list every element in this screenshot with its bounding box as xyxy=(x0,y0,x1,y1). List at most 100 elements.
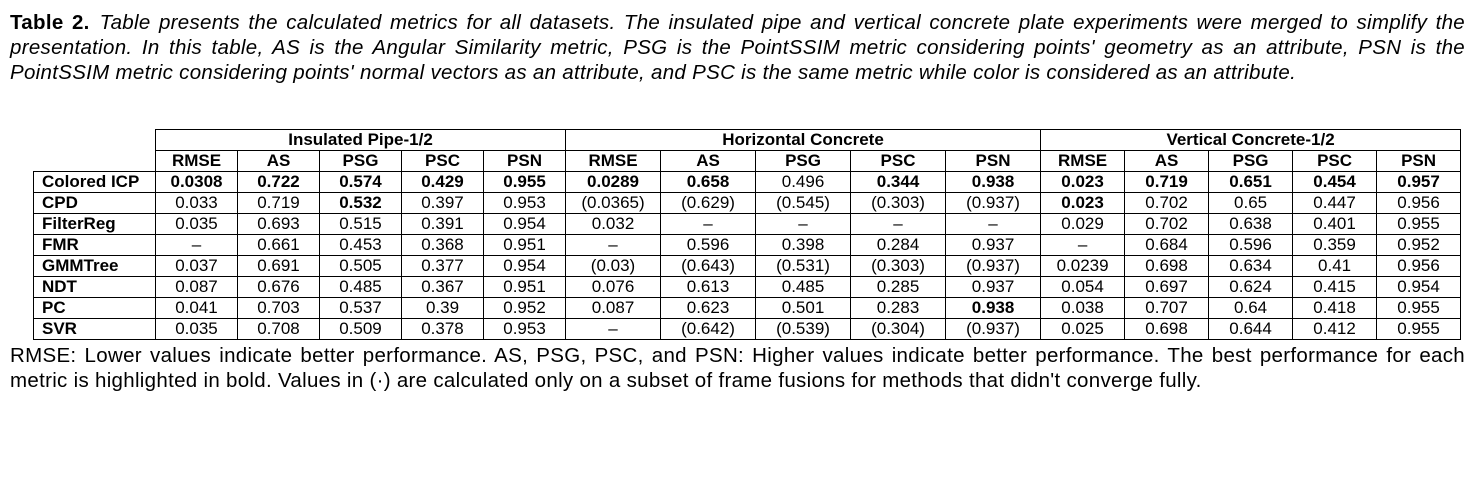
metric-value-cell: – xyxy=(850,213,947,235)
table-row: NDT 0.087 0.676 0.485 0.367 0.951 0.076 0.613 0.… xyxy=(33,276,1462,298)
dataset-group-header: Horizontal Concrete xyxy=(565,129,1042,151)
metric-value-cell: (0.545) xyxy=(755,192,852,214)
metric-value-cell: 0.955 xyxy=(1376,213,1462,235)
metric-header: PSG xyxy=(1208,150,1294,172)
metric-header: PSG xyxy=(319,150,402,172)
metric-value-cell: 0.037 xyxy=(155,255,238,277)
group-header-row: Insulated Pipe-1/2 Horizontal Concrete Ver… xyxy=(34,129,1462,151)
metric-value-cell: 0.698 xyxy=(1124,255,1210,277)
metric-value-cell: 0.0239 xyxy=(1040,255,1126,277)
metric-value-cell: 0.698 xyxy=(1124,318,1210,340)
metric-header: PSC xyxy=(401,150,484,172)
metric-value-cell: 0.368 xyxy=(401,234,484,256)
metric-value-cell: 0.952 xyxy=(1376,234,1462,256)
metric-value-cell: (0.531) xyxy=(755,255,852,277)
metric-value-cell: 0.0289 xyxy=(565,171,662,193)
metric-value-cell: – xyxy=(755,213,852,235)
metric-value-cell: – xyxy=(565,318,662,340)
metric-value-cell: (0.303) xyxy=(850,192,947,214)
metric-header: AS xyxy=(1124,150,1210,172)
metric-value-cell: 0.023 xyxy=(1040,192,1126,214)
metric-value-cell: 0.938 xyxy=(945,171,1042,193)
metric-value-cell: 0.412 xyxy=(1292,318,1378,340)
metric-value-cell: 0.613 xyxy=(660,276,757,298)
method-label-cell: SVR xyxy=(33,318,156,340)
method-label-cell: FMR xyxy=(33,234,156,256)
metric-value-cell: 0.359 xyxy=(1292,234,1378,256)
metric-value-cell: 0.937 xyxy=(945,276,1042,298)
metric-value-cell: 0.509 xyxy=(319,318,402,340)
metric-value-cell: 0.401 xyxy=(1292,213,1378,235)
metric-value-cell: (0.937) xyxy=(945,318,1042,340)
metric-value-cell: (0.643) xyxy=(660,255,757,277)
metric-value-cell: 0.054 xyxy=(1040,276,1126,298)
metric-value-cell: 0.953 xyxy=(482,318,567,340)
metric-value-cell: 0.951 xyxy=(482,276,567,298)
metric-value-cell: 0.0308 xyxy=(155,171,238,193)
metric-value-cell: 0.087 xyxy=(565,297,662,319)
metric-header: PSC xyxy=(850,150,947,172)
metric-value-cell: 0.651 xyxy=(1208,171,1294,193)
metric-value-cell: 0.702 xyxy=(1124,192,1210,214)
metric-value-cell: (0.937) xyxy=(945,192,1042,214)
metrics-table: Insulated Pipe-1/2 Horizontal Concrete Ver… xyxy=(33,129,1462,340)
metric-value-cell: 0.418 xyxy=(1292,297,1378,319)
metric-value-cell: 0.378 xyxy=(401,318,484,340)
metric-value-cell: (0.0365) xyxy=(565,192,662,214)
metric-header: AS xyxy=(660,150,757,172)
metric-value-cell: 0.532 xyxy=(319,192,402,214)
metric-value-cell: 0.596 xyxy=(1208,234,1294,256)
metric-value-cell: 0.638 xyxy=(1208,213,1294,235)
metric-header-row: RMSE AS PSG PSC PSN RMSE AS PSG PSC PSN RMSE AS PSG P… xyxy=(34,150,1462,172)
metric-value-cell: 0.41 xyxy=(1292,255,1378,277)
metric-value-cell: 0.596 xyxy=(660,234,757,256)
metric-value-cell: 0.937 xyxy=(945,234,1042,256)
metric-header: AS xyxy=(237,150,320,172)
metric-value-cell: 0.39 xyxy=(401,297,484,319)
table-row: CPD 0.033 0.719 0.532 0.397 0.953 (0.0365) (0.6… xyxy=(33,192,1462,214)
metric-value-cell: 0.691 xyxy=(237,255,320,277)
metric-value-cell: 0.367 xyxy=(401,276,484,298)
metric-value-cell: 0.501 xyxy=(755,297,852,319)
metric-value-cell: 0.041 xyxy=(155,297,238,319)
metric-value-cell: 0.952 xyxy=(482,297,567,319)
metric-value-cell: 0.038 xyxy=(1040,297,1126,319)
metric-value-cell: – xyxy=(565,234,662,256)
metric-value-cell: 0.485 xyxy=(319,276,402,298)
metric-value-cell: 0.453 xyxy=(319,234,402,256)
metric-header: PSN xyxy=(1376,150,1462,172)
metric-value-cell: 0.537 xyxy=(319,297,402,319)
metric-header: PSG xyxy=(755,150,852,172)
metric-header: RMSE xyxy=(155,150,238,172)
metric-header: PSN xyxy=(482,150,567,172)
metric-value-cell: 0.953 xyxy=(482,192,567,214)
metric-value-cell: 0.644 xyxy=(1208,318,1294,340)
metric-value-cell: 0.623 xyxy=(660,297,757,319)
metric-value-cell: 0.035 xyxy=(155,213,238,235)
metric-value-cell: (0.937) xyxy=(945,255,1042,277)
metric-value-cell: 0.658 xyxy=(660,171,757,193)
metric-value-cell: 0.391 xyxy=(401,213,484,235)
metric-value-cell: 0.415 xyxy=(1292,276,1378,298)
metric-value-cell: 0.344 xyxy=(850,171,947,193)
metric-value-cell: 0.954 xyxy=(1376,276,1462,298)
metric-value-cell: 0.076 xyxy=(565,276,662,298)
table-caption: Table 2. Table presents the calculated me… xyxy=(10,10,1465,85)
table-row: FilterReg 0.035 0.693 0.515 0.391 0.954 0.032–… xyxy=(33,213,1462,235)
method-label-cell: NDT xyxy=(33,276,156,298)
metric-value-cell: – xyxy=(155,234,238,256)
table-row: Colored ICP 0.0308 0.722 0.574 0.429 0.955 0.0… xyxy=(33,171,1462,193)
table-row: PC 0.041 0.703 0.537 0.39 0.952 0.087 0.623 0.50… xyxy=(33,297,1462,319)
corner-cell xyxy=(34,130,156,172)
metric-value-cell: 0.703 xyxy=(237,297,320,319)
metric-value-cell: 0.951 xyxy=(482,234,567,256)
metric-value-cell: – xyxy=(1040,234,1126,256)
table-footnote: RMSE: Lower values indicate better perfo… xyxy=(10,344,1465,392)
method-label-cell: CPD xyxy=(33,192,156,214)
metric-value-cell: 0.033 xyxy=(155,192,238,214)
metric-value-cell: 0.023 xyxy=(1040,171,1126,193)
metric-header: RMSE xyxy=(565,150,662,172)
metric-value-cell: 0.283 xyxy=(850,297,947,319)
metric-value-cell: 0.087 xyxy=(155,276,238,298)
metric-value-cell: 0.035 xyxy=(155,318,238,340)
